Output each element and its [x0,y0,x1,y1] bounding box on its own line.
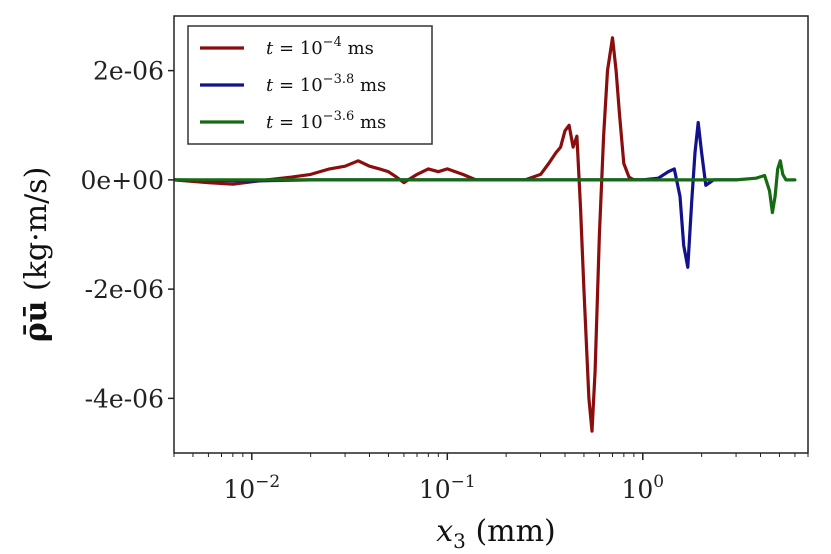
legend-label-1: t = 10−4 ms [266,35,374,59]
y-tick-label: 2e-06 [93,57,164,86]
y-tick-label: -4e-06 [85,384,164,413]
x-tick-label: 10−2 [223,472,280,504]
legend-label-2: t = 10−3.8 ms [266,72,386,96]
x-axis-title: x3 (mm) [436,514,556,553]
series-line-3 [174,159,797,215]
y-tick-label: 0e+00 [81,166,164,195]
y-axis-title: ρ̄ū (kg·m/s) [19,167,54,343]
legend-label-3: t = 10−3.6 ms [266,109,386,133]
x-tick-label: 10−1 [419,472,476,504]
x-tick-label: 100 [621,472,664,504]
y-tick-label: -2e-06 [85,275,164,304]
plot-frame [173,15,809,454]
series-group [174,36,797,433]
